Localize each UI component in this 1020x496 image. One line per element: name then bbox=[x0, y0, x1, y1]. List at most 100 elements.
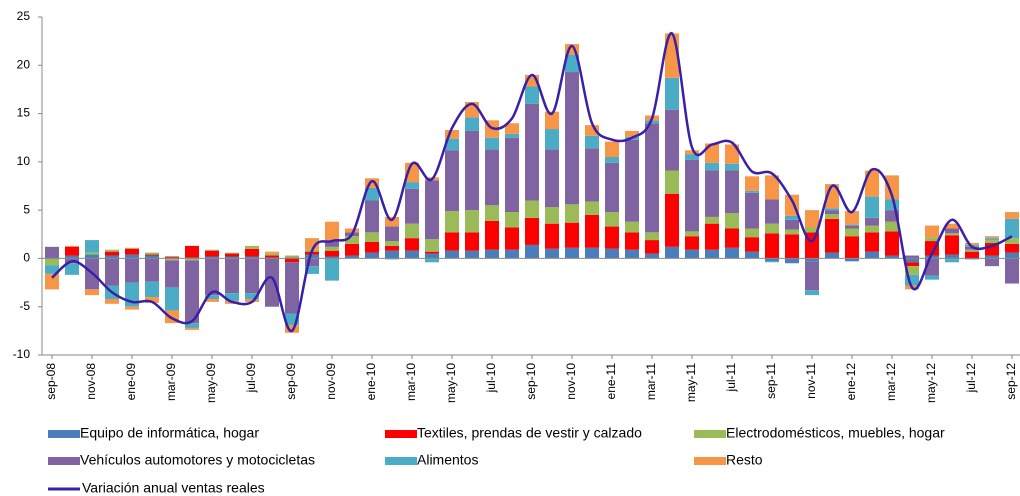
legend-label: Alimentos bbox=[417, 452, 478, 468]
bar-segment bbox=[425, 258, 439, 263]
bar-segment bbox=[145, 255, 159, 259]
bar-segment bbox=[505, 123, 519, 134]
bar-segment bbox=[305, 238, 319, 250]
bar-segment bbox=[785, 229, 799, 235]
bar-segment bbox=[965, 249, 979, 252]
bar-segment bbox=[565, 204, 579, 223]
bar-segment bbox=[865, 225, 879, 233]
bar-segment bbox=[225, 256, 239, 259]
bar-segment bbox=[345, 255, 359, 259]
bar-segment bbox=[725, 144, 739, 164]
bar-segment bbox=[145, 252, 159, 255]
x-tick-label: sep-11 bbox=[764, 363, 778, 399]
bar-segment bbox=[765, 261, 779, 263]
bar-segment bbox=[85, 240, 99, 253]
x-tick-label: may-09 bbox=[204, 363, 218, 403]
bar-segment bbox=[685, 231, 699, 237]
bar-segment bbox=[445, 150, 459, 212]
legend-swatch bbox=[694, 430, 726, 438]
x-tick-label: jul-09 bbox=[244, 363, 258, 394]
legend-swatch bbox=[694, 457, 726, 465]
bar-segment bbox=[65, 246, 79, 256]
bar-segment bbox=[865, 217, 879, 226]
bar-segment bbox=[385, 226, 399, 242]
bar-segment bbox=[785, 215, 799, 220]
legend-label: Equipo de informática, hogar bbox=[80, 425, 259, 441]
x-tick-label: mar-09 bbox=[164, 363, 178, 401]
bar-segment bbox=[605, 248, 619, 259]
bar-segment bbox=[85, 252, 99, 255]
bar-segment bbox=[865, 196, 879, 218]
bar-segment bbox=[565, 247, 579, 259]
bar-segment bbox=[1005, 252, 1019, 259]
bar-segment bbox=[725, 213, 739, 229]
bar-segment bbox=[705, 216, 719, 224]
bar-segment bbox=[385, 216, 399, 227]
bar-segment bbox=[665, 109, 679, 171]
x-tick-label: jul-10 bbox=[484, 363, 498, 394]
bar-segment bbox=[845, 225, 859, 229]
bar-segment bbox=[105, 255, 119, 259]
bar-segment bbox=[685, 154, 699, 160]
bar-segment bbox=[745, 228, 759, 238]
bar-segment bbox=[825, 218, 839, 253]
bar-segment bbox=[145, 258, 159, 282]
x-tick-label: ene-11 bbox=[604, 363, 618, 400]
x-tick-label: jul-11 bbox=[724, 363, 738, 393]
x-tick-label: may-11 bbox=[684, 363, 698, 402]
legend-swatch bbox=[385, 430, 417, 438]
bar-segment bbox=[465, 130, 479, 211]
legend-label: Electrodomésticos, muebles, hogar bbox=[726, 425, 945, 441]
bar-segment bbox=[185, 323, 199, 328]
bar-segment bbox=[545, 207, 559, 224]
bar-segment bbox=[565, 222, 579, 248]
bar-segment bbox=[825, 210, 839, 215]
bar-segment bbox=[285, 313, 299, 326]
bar-segment bbox=[805, 290, 819, 296]
bar-segment bbox=[465, 232, 479, 251]
bar-segment bbox=[845, 258, 859, 262]
bar-segment bbox=[805, 261, 819, 291]
y-tick-label: 5 bbox=[23, 202, 30, 216]
bar-segment bbox=[325, 221, 339, 242]
y-tick-label: -5 bbox=[19, 299, 30, 313]
bar-segment bbox=[445, 138, 459, 151]
bar-segment bbox=[285, 325, 299, 333]
bar-segment bbox=[505, 137, 519, 213]
bar-segment bbox=[165, 287, 179, 311]
bar-segment bbox=[905, 258, 919, 263]
bar-segment bbox=[885, 231, 899, 256]
bar-segment bbox=[705, 223, 719, 250]
bar-segment bbox=[805, 258, 819, 262]
bar-segment bbox=[145, 281, 159, 298]
bar-segment bbox=[245, 256, 259, 259]
bar-segment bbox=[625, 139, 639, 222]
legend-label: Resto bbox=[726, 452, 763, 468]
bar-segment bbox=[745, 237, 759, 252]
y-tick-label: -10 bbox=[13, 347, 31, 361]
bar-segment bbox=[705, 143, 719, 163]
bar-segment bbox=[65, 255, 79, 259]
bar-segment bbox=[665, 170, 679, 194]
bar-segment bbox=[625, 221, 639, 233]
bar-segment bbox=[645, 253, 659, 259]
bar-segment bbox=[765, 233, 779, 259]
bar-segment bbox=[385, 245, 399, 251]
x-tick-label: may-10 bbox=[444, 363, 458, 403]
bar-segment bbox=[645, 120, 659, 124]
bar-segment bbox=[45, 258, 59, 266]
bar-segment bbox=[725, 163, 739, 171]
bar-segment bbox=[225, 253, 239, 257]
x-tick-label: ene-12 bbox=[844, 363, 858, 401]
bar-segment bbox=[145, 297, 159, 303]
line-series bbox=[51, 32, 1013, 333]
bar-segment bbox=[945, 258, 959, 263]
bar-segment bbox=[625, 232, 639, 250]
bar-segment bbox=[685, 236, 699, 250]
y-tick-label: 20 bbox=[17, 57, 31, 71]
bar-segment bbox=[965, 251, 979, 259]
bar-segment bbox=[165, 256, 179, 258]
x-tick-label: ene-09 bbox=[124, 363, 138, 401]
bar-segment bbox=[945, 235, 959, 255]
bar-segment bbox=[985, 258, 999, 267]
